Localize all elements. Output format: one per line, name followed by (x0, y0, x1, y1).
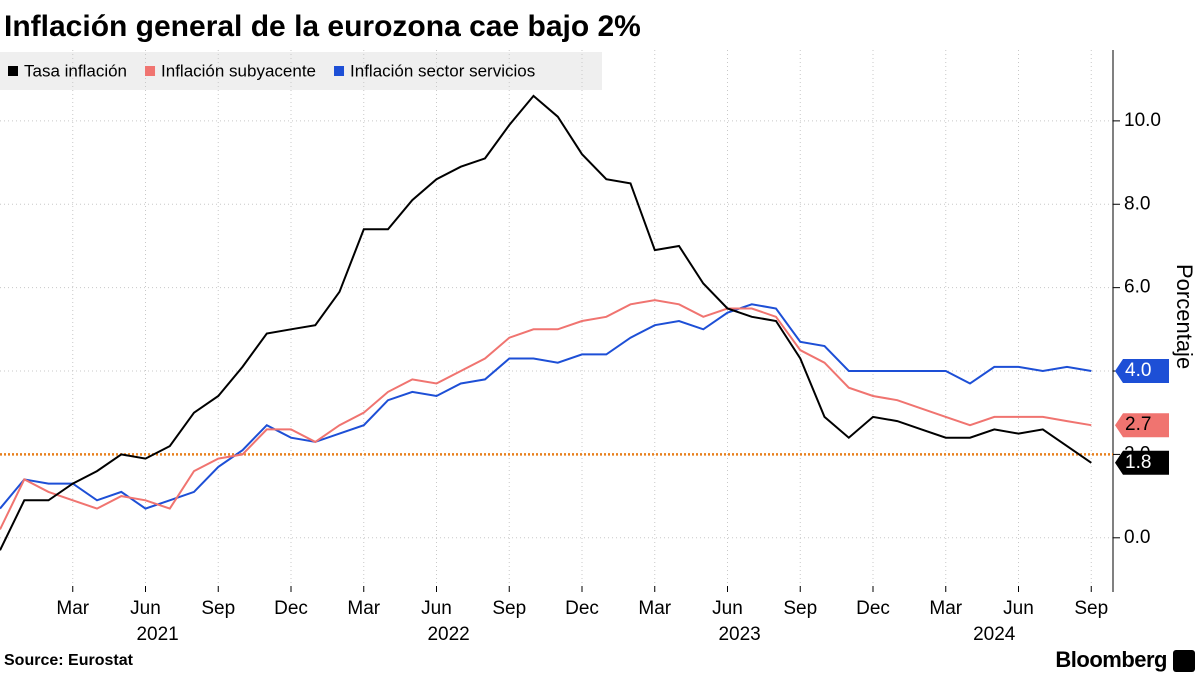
source: Source: Eurostat (4, 652, 134, 669)
end-label: 2.7 (1125, 414, 1151, 435)
end-label-tag (1115, 359, 1169, 384)
brand-icon (1173, 650, 1195, 672)
brand: Bloomberg (1055, 647, 1167, 672)
x-tick-label: Mar (638, 598, 671, 619)
y-tick-label: 6.0 (1124, 277, 1150, 298)
legend-swatch (8, 66, 18, 76)
y-axis-label: Porcentaje (1172, 264, 1197, 369)
x-group-label: 2021 (136, 624, 178, 645)
x-tick-label: Dec (565, 598, 599, 619)
x-tick-label: Sep (492, 598, 526, 619)
end-label-tag (1115, 413, 1169, 438)
legend-label: Inflación sector servicios (350, 61, 535, 80)
x-tick-label: Sep (783, 598, 817, 619)
x-group-label: 2024 (973, 624, 1016, 645)
legend-box (0, 52, 602, 90)
y-tick-label: 10.0 (1124, 110, 1161, 131)
x-group-label: 2022 (427, 624, 469, 645)
x-tick-label: Jun (1003, 598, 1034, 619)
x-tick-label: Dec (274, 598, 308, 619)
x-tick-label: Mar (56, 598, 89, 619)
legend-swatch (334, 66, 345, 76)
end-label: 1.8 (1125, 452, 1151, 473)
x-group-label: 2023 (718, 624, 760, 645)
series-line (0, 94, 1092, 551)
chart-title: Inflación general de la eurozona cae baj… (4, 10, 641, 43)
end-label: 4.0 (1125, 360, 1151, 381)
legend-label: Tasa inflación (24, 61, 127, 80)
x-tick-label: Jun (130, 598, 161, 619)
y-tick-label: 0.0 (1124, 527, 1150, 548)
x-tick-label: Jun (712, 598, 743, 619)
x-tick-label: Jun (421, 598, 452, 619)
x-tick-label: Mar (347, 598, 380, 619)
y-tick-label: 8.0 (1124, 193, 1150, 214)
legend-swatch (145, 66, 156, 76)
x-tick-label: Mar (929, 598, 962, 619)
x-tick-label: Sep (201, 598, 235, 619)
series-line (0, 303, 1092, 510)
x-tick-label: Sep (1074, 598, 1108, 619)
end-label-tag (1115, 450, 1169, 475)
series-line (0, 299, 1092, 530)
legend-label: Inflación subyacente (161, 61, 316, 80)
x-tick-label: Dec (856, 598, 890, 619)
